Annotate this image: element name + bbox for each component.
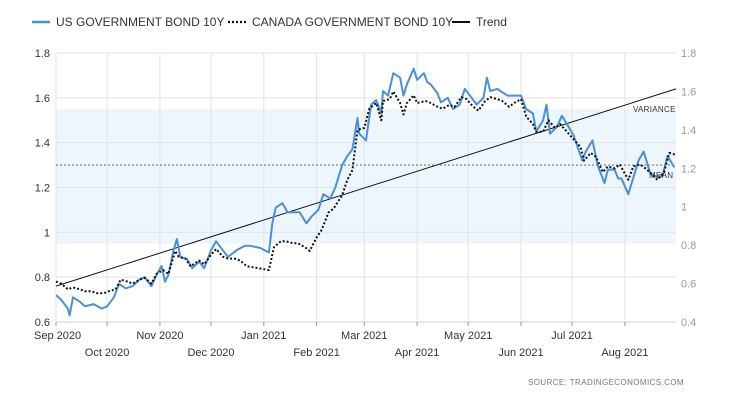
left-tick-label: 1.8 <box>35 48 50 60</box>
right-tick-label: 1.6 <box>681 86 696 98</box>
x-tick-label: Apr 2021 <box>395 347 440 359</box>
legend-item-canada-bond[interactable]: CANADA GOVERNMENT BOND 10Y <box>228 15 453 29</box>
right-tick-label: 1 <box>681 202 687 214</box>
left-tick-label: 1 <box>44 227 50 239</box>
trend-line <box>55 88 677 287</box>
x-tick-label: Jan 2021 <box>241 330 286 342</box>
left-tick-label: 0.6 <box>35 317 50 329</box>
legend-label-trend: Trend <box>476 15 507 29</box>
x-tick-label: Mar 2021 <box>341 330 387 342</box>
right-tick-label: 0.8 <box>681 240 696 252</box>
right-tick-label: 0.4 <box>681 317 696 329</box>
x-tick-label: Jun 2021 <box>498 347 543 359</box>
x-tick-label: Aug 2021 <box>601 347 648 359</box>
canada-bond-series-line <box>55 90 677 295</box>
x-tick-label: Oct 2020 <box>85 347 130 359</box>
x-tick-label: Jul 2021 <box>551 330 593 342</box>
right-axis-ticks: 0.4 0.6 0.8 1 1.2 1.4 1.6 1.8 <box>681 48 696 329</box>
legend-label-canada-bond: CANADA GOVERNMENT BOND 10Y <box>252 15 453 29</box>
right-tick-label: 0.6 <box>681 279 696 291</box>
left-tick-label: 1.6 <box>35 93 50 105</box>
legend-label-us-bond: US GOVERNMENT BOND 10Y <box>56 15 224 29</box>
vertical-gridlines <box>55 53 676 323</box>
left-axis-ticks: 0.6 0.8 1 1.2 1.4 1.6 1.8 <box>35 48 50 329</box>
x-tick-label: May 2021 <box>444 330 492 342</box>
source-label: SOURCE: TRADINGECONOMICS.COM <box>528 378 684 387</box>
x-tick-label: Nov 2020 <box>136 330 183 342</box>
left-tick-label: 1.4 <box>35 138 50 150</box>
x-axis-ticks: Sep 2020 Nov 2020 Jan 2021 Mar 2021 May 2021… <box>34 322 648 359</box>
right-tick-label: 1.8 <box>681 48 696 60</box>
left-tick-label: 1.2 <box>35 183 50 195</box>
legend-item-trend[interactable]: Trend <box>452 15 507 29</box>
us-bond-series-line <box>55 67 676 317</box>
right-tick-label: 1.4 <box>681 125 696 137</box>
variance-band <box>56 109 676 244</box>
right-tick-label: 1.2 <box>681 163 696 175</box>
x-tick-label: Dec 2020 <box>187 347 234 359</box>
mean-annotation: MEAN <box>649 171 673 180</box>
plot-area: VARIANCE MEAN <box>55 52 677 323</box>
x-tick-label: Feb 2021 <box>293 347 339 359</box>
legend: US GOVERNMENT BOND 10Y CANADA GOVERNMENT… <box>32 15 507 29</box>
variance-annotation: VARIANCE <box>633 105 676 114</box>
x-tick-label: Sep 2020 <box>34 330 81 342</box>
legend-item-us-bond[interactable]: US GOVERNMENT BOND 10Y <box>32 15 224 29</box>
left-tick-label: 0.8 <box>35 272 50 284</box>
